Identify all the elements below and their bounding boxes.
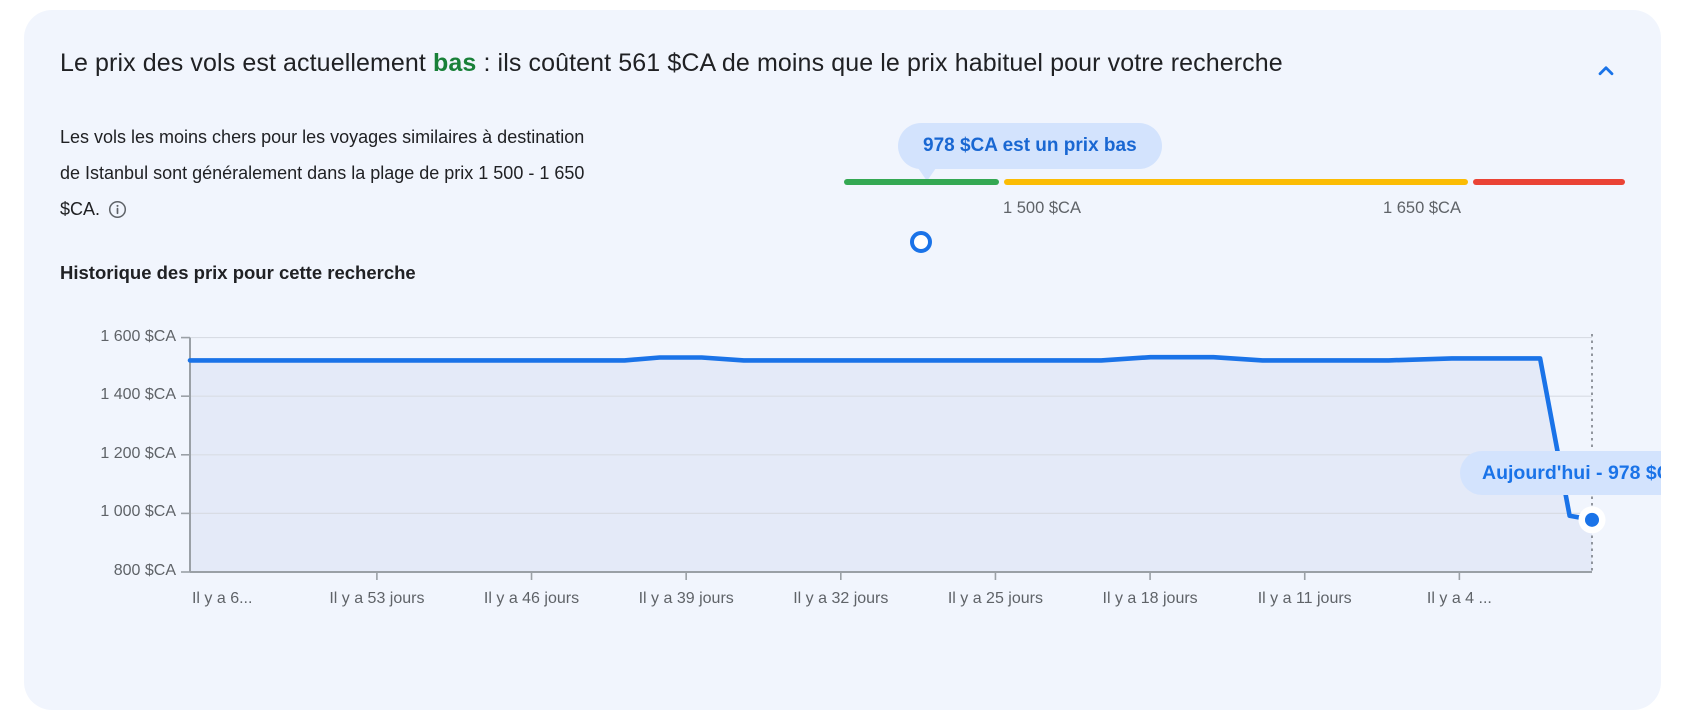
today-price-tooltip-text: Aujourd'hui - 978 $CA [1482, 462, 1661, 484]
y-axis-labels: 1 600 $CA 1 400 $CA 1 200 $CA 1 000 $CA 800 … [60, 320, 176, 579]
current-price-bubble-text: 978 $CA est un prix bas [923, 135, 1137, 156]
collapse-button[interactable] [1587, 52, 1625, 93]
card-header: Le prix des vols est actuellement bas : … [60, 44, 1625, 93]
price-insights-card: Le prix des vols est actuellement bas : … [24, 10, 1661, 710]
y-tick-label: 1 000 $CA [100, 503, 176, 521]
price-history-chart[interactable]: 1 600 $CA 1 400 $CA 1 200 $CA 1 000 $CA 800 … [60, 305, 1661, 621]
history-heading: Historique des prix pour cette recherche [60, 262, 416, 283]
x-tick-label: Il y a 18 jours [1102, 590, 1198, 607]
bubble-tail [918, 168, 936, 181]
page-title: Le prix des vols est actuellement bas : … [60, 44, 1390, 83]
x-tick-label: Il y a 46 jours [483, 590, 580, 607]
price-range-description: Les vols les moins chers pour les voyage… [60, 119, 605, 231]
chevron-up-icon [1598, 66, 1614, 76]
x-tick-label: Il y a 53 jours [329, 590, 425, 607]
x-tick-label: Il y a 6... [191, 590, 253, 607]
today-dot [1585, 512, 1599, 527]
today-price-tooltip: Aujourd'hui - 978 $CA [1460, 451, 1661, 495]
y-tick-label: 800 $CA [113, 562, 176, 579]
description-text: Les vols les moins chers pour les voyage… [60, 127, 585, 219]
gauge-price-marker [910, 230, 932, 253]
x-tick-label: Il y a 32 jours [793, 590, 889, 607]
area-fill [190, 357, 1592, 572]
title-prefix: Le prix des vols est actuellement [60, 49, 434, 77]
price-level-gauge: 978 $CA est un prix bas 1 500 $CA 1 650 … [844, 119, 1625, 253]
x-tick-label: Il y a 11 jours [1257, 590, 1352, 607]
y-tick-label: 1 400 $CA [100, 386, 176, 404]
title-price-level: bas [433, 49, 477, 77]
gauge-high-segment [1473, 179, 1625, 185]
x-axis-labels: Il y a 6... Il y a 53 jours Il y a 46 jour… [190, 586, 1592, 612]
x-tick-label: Il y a 39 jours [638, 590, 734, 607]
chart-plot-area[interactable] [181, 320, 1606, 580]
y-tick-label: 1 600 $CA [100, 327, 176, 345]
insight-row: Les vols les moins chers pour les voyage… [60, 119, 1625, 253]
gauge-high-boundary-label: 1 650 $CA [1383, 199, 1461, 217]
title-suffix: : ils coûtent 561 $CA de moins que le pr… [476, 49, 1283, 77]
price-line [187, 354, 1595, 523]
gauge-low-boundary-label: 1 500 $CA [1003, 199, 1081, 217]
gauge-low-segment [844, 179, 999, 185]
x-tick-label: Il y a 25 jours [947, 590, 1043, 607]
info-icon[interactable] [108, 195, 127, 231]
gauge-track [844, 179, 1625, 253]
y-tick-label: 1 200 $CA [100, 444, 176, 462]
gauge-typical-segment [1004, 179, 1468, 185]
current-price-bubble: 978 $CA est un prix bas [898, 123, 1162, 169]
x-tick-label: Il y a 4 ... [1426, 590, 1492, 607]
